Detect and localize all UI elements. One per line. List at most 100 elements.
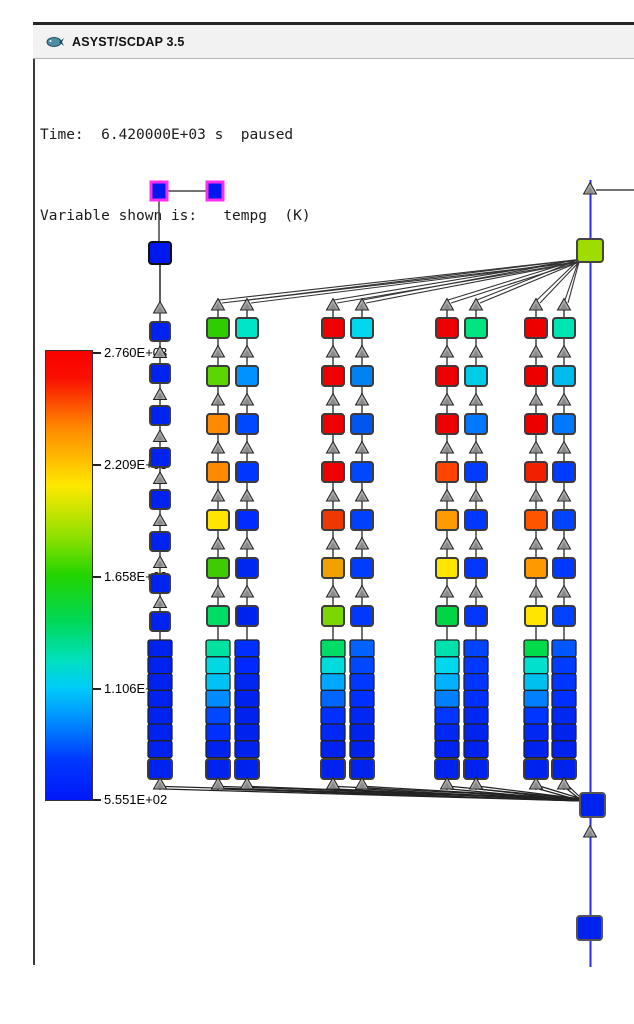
stack-node[interactable] [523,723,549,742]
volume-node[interactable] [206,461,230,483]
stack-node[interactable] [147,706,173,725]
stack-node[interactable] [463,723,489,742]
volume-node[interactable] [464,365,488,387]
stack-node[interactable] [205,706,231,725]
volume-node[interactable] [206,605,230,627]
volume-node[interactable] [524,509,548,531]
stack-node[interactable] [551,656,577,675]
volume-node[interactable] [464,509,488,531]
lower-plenum-node[interactable] [576,915,603,941]
volume-node[interactable] [464,557,488,579]
volume-node[interactable] [552,605,576,627]
volume-node[interactable] [350,317,374,339]
stack-node[interactable] [434,639,460,658]
stack-node[interactable] [320,639,346,658]
stack-node[interactable] [234,656,260,675]
stack-node[interactable] [147,723,173,742]
stack-node[interactable] [523,706,549,725]
volume-node[interactable] [321,461,345,483]
stack-node[interactable] [434,656,460,675]
volume-node[interactable] [149,405,171,426]
stack-node[interactable] [551,672,577,692]
stack-node[interactable] [434,706,460,725]
volume-node[interactable] [435,509,459,531]
stack-node[interactable] [234,689,260,708]
volume-node[interactable] [551,758,577,780]
stack-node[interactable] [320,706,346,725]
volume-node[interactable] [435,557,459,579]
stack-node[interactable] [234,639,260,658]
stack-node[interactable] [349,740,375,759]
volume-node[interactable] [235,557,259,579]
volume-node[interactable] [435,413,459,435]
stack-node[interactable] [147,740,173,759]
stack-node[interactable] [205,723,231,742]
volume-node[interactable] [321,317,345,339]
volume-node[interactable] [552,461,576,483]
stack-node[interactable] [349,689,375,708]
volume-node[interactable] [206,557,230,579]
stack-node[interactable] [147,639,173,658]
volume-node[interactable] [321,365,345,387]
stack-node[interactable] [205,639,231,658]
volume-node[interactable] [235,317,259,339]
stack-node[interactable] [205,672,231,692]
stack-node[interactable] [349,656,375,675]
stack-node[interactable] [205,740,231,759]
stack-node[interactable] [349,723,375,742]
volume-node[interactable] [149,447,171,468]
volume-node[interactable] [523,758,549,780]
stack-node[interactable] [463,740,489,759]
stack-node[interactable] [147,672,173,692]
stack-node[interactable] [463,639,489,658]
lower-plenum-node[interactable] [579,792,606,818]
volume-node[interactable] [149,489,171,510]
volume-node[interactable] [464,413,488,435]
volume-node[interactable] [206,365,230,387]
volume-node[interactable] [524,413,548,435]
volume-node[interactable] [321,557,345,579]
volume-node[interactable] [552,509,576,531]
volume-node[interactable] [235,509,259,531]
volume-node[interactable] [206,413,230,435]
stack-node[interactable] [463,672,489,692]
stack-node[interactable] [205,656,231,675]
volume-node[interactable] [205,758,231,780]
volume-node[interactable] [350,413,374,435]
volume-node[interactable] [206,509,230,531]
stack-node[interactable] [434,723,460,742]
stack-node[interactable] [523,689,549,708]
stack-node[interactable] [434,740,460,759]
volume-node[interactable] [235,413,259,435]
volume-node[interactable] [524,365,548,387]
volume-node[interactable] [149,573,171,594]
stack-node[interactable] [320,723,346,742]
volume-node[interactable] [234,758,260,780]
volume-node[interactable] [552,317,576,339]
stack-node[interactable] [205,689,231,708]
inlet-node[interactable] [148,241,172,265]
stack-node[interactable] [463,656,489,675]
volume-node[interactable] [552,365,576,387]
stack-node[interactable] [349,672,375,692]
stack-node[interactable] [320,740,346,759]
volume-node[interactable] [524,317,548,339]
volume-node[interactable] [464,317,488,339]
volume-node[interactable] [464,605,488,627]
stack-node[interactable] [463,689,489,708]
stack-node[interactable] [320,672,346,692]
stack-node[interactable] [234,706,260,725]
stack-node[interactable] [523,672,549,692]
stack-node[interactable] [320,656,346,675]
stack-node[interactable] [234,740,260,759]
volume-node[interactable] [552,413,576,435]
volume-node[interactable] [524,557,548,579]
volume-node[interactable] [524,461,548,483]
volume-node[interactable] [321,413,345,435]
stack-node[interactable] [551,689,577,708]
stack-node[interactable] [551,706,577,725]
volume-node[interactable] [350,365,374,387]
stack-node[interactable] [147,689,173,708]
stack-node[interactable] [147,656,173,675]
upper-plenum-node[interactable] [576,238,604,263]
